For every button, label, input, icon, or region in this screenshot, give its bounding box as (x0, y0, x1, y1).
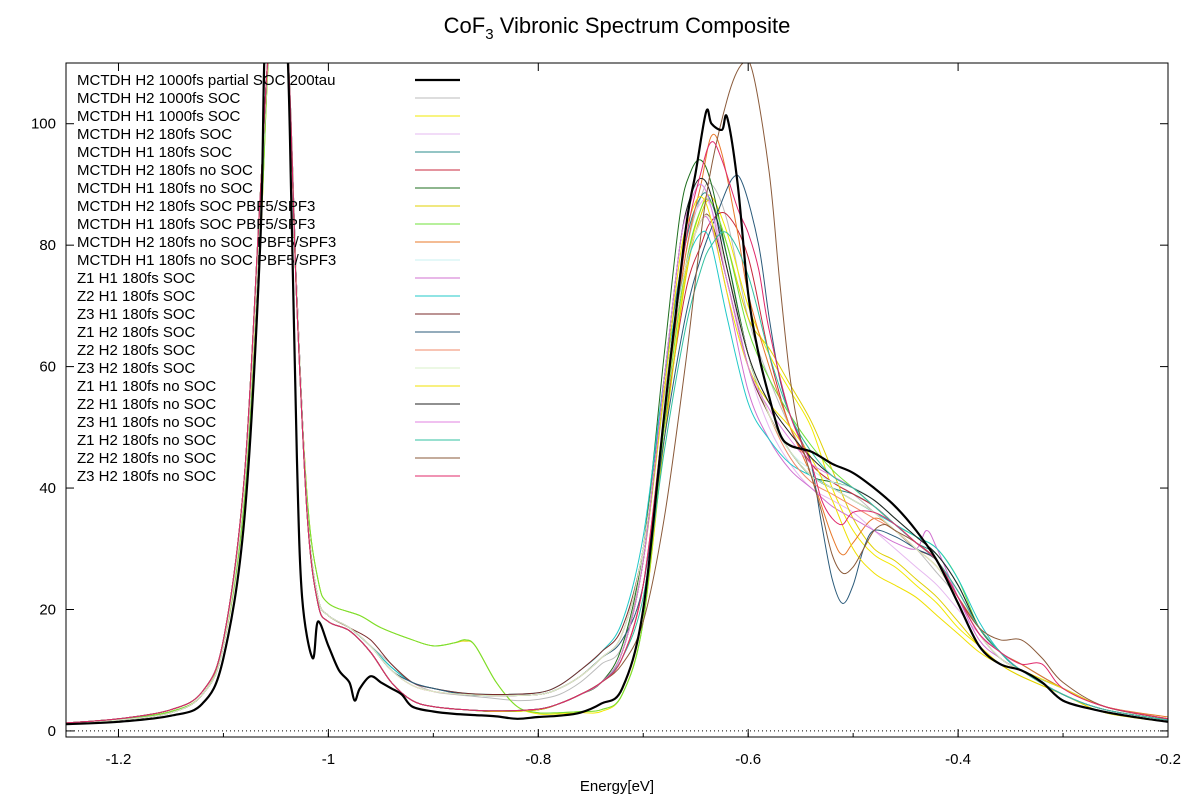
legend-label: Z1 H2 180fs no SOC (77, 432, 216, 449)
chart-title: CoF3 Vibronic Spectrum Composite (444, 13, 791, 43)
legend-label: Z1 H2 180fs SOC (77, 324, 196, 341)
legend-label: MCTDH H2 180fs SOC (77, 126, 232, 143)
legend-label: Z2 H2 180fs no SOC (77, 450, 216, 467)
plot-frame (65, 62, 1169, 738)
legend-label: MCTDH H1 180fs SOC (77, 144, 232, 161)
legend-label: MCTDH H1 180fs no SOC PBF5/SPF3 (77, 252, 336, 269)
legend-label: Z2 H1 180fs no SOC (77, 396, 216, 413)
x-axis-label: Energy[eV] (580, 778, 654, 795)
y-tick-label: 60 (39, 359, 56, 376)
legend-label: Z1 H1 180fs SOC (77, 270, 196, 287)
legend-label: Z2 H2 180fs SOC (77, 342, 196, 359)
series-line (66, 63, 1168, 726)
legend-label: MCTDH H2 180fs SOC PBF5/SPF3 (77, 198, 315, 215)
series-line (66, 63, 1168, 724)
x-tick-label: -0.6 (735, 751, 761, 768)
series-layer (66, 63, 1168, 726)
y-tick-label: 0 (48, 723, 56, 740)
legend-label: Z3 H1 180fs SOC (77, 306, 196, 323)
x-tick-label: -1.2 (106, 751, 132, 768)
legend-label: MCTDH H2 180fs no SOC PBF5/SPF3 (77, 234, 336, 251)
x-tick-label: -0.4 (945, 751, 971, 768)
series-line (66, 63, 1168, 724)
x-tick-label: -0.8 (525, 751, 551, 768)
y-tick-label: 80 (39, 237, 56, 254)
x-axis: -1.2 -1 -0.8 -0.6 -0.4 -0.2 (106, 63, 1181, 768)
y-tick-label: 20 (39, 601, 56, 618)
legend-label: Z3 H1 180fs no SOC (77, 414, 216, 431)
y-tick-label: 100 (31, 116, 56, 133)
legend-label: Z3 H2 180fs SOC (77, 360, 196, 377)
series-line (66, 63, 1168, 725)
legend-label: MCTDH H1 180fs no SOC (77, 180, 253, 197)
legend-label: Z2 H1 180fs SOC (77, 288, 196, 305)
legend-label: Z3 H2 180fs no SOC (77, 468, 216, 485)
legend: MCTDH H2 1000fs partial SOC 200tauMCTDH … (77, 72, 460, 485)
y-axis: 0 20 40 60 80 100 (31, 116, 1168, 740)
x-tick-label: -1 (322, 751, 335, 768)
x-tick-label: -0.2 (1155, 751, 1181, 768)
legend-label: MCTDH H2 1000fs SOC (77, 90, 241, 107)
legend-label: MCTDH H1 1000fs SOC (77, 108, 241, 125)
y-tick-label: 40 (39, 480, 56, 497)
legend-label: MCTDH H2 180fs no SOC (77, 162, 253, 179)
series-line (66, 63, 1168, 725)
legend-label: MCTDH H2 1000fs partial SOC 200tau (77, 72, 335, 89)
legend-label: Z1 H1 180fs no SOC (77, 378, 216, 395)
legend-label: MCTDH H1 180fs SOC PBF5/SPF3 (77, 216, 315, 233)
